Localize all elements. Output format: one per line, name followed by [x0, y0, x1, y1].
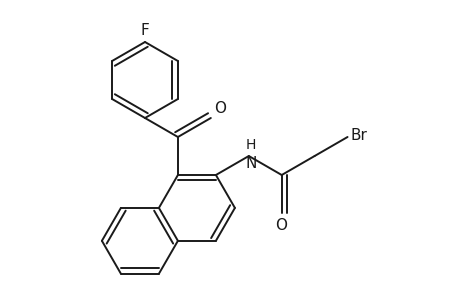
Text: F: F — [140, 23, 149, 38]
Text: O: O — [274, 218, 286, 233]
Text: N: N — [245, 156, 256, 171]
Text: H: H — [245, 138, 256, 152]
Text: Br: Br — [350, 128, 367, 142]
Text: O: O — [213, 101, 225, 116]
